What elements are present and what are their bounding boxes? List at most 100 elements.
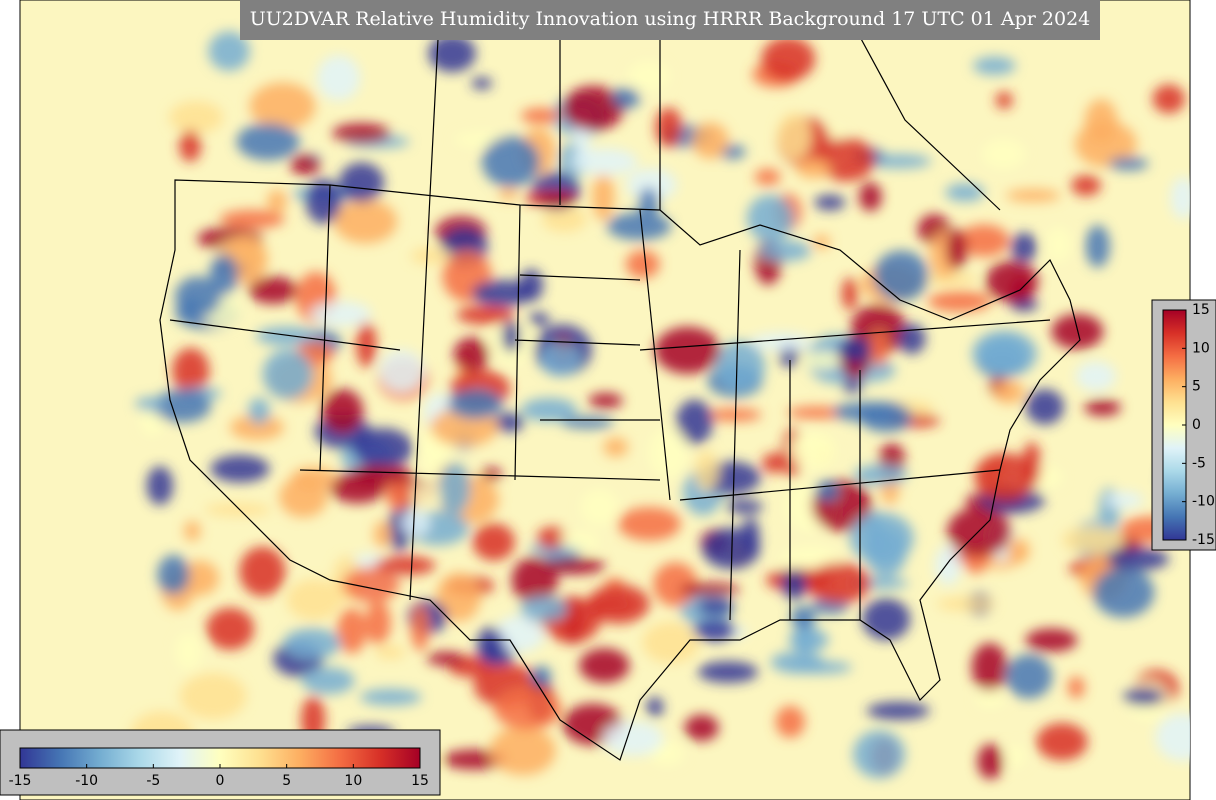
field-blob: [684, 714, 719, 741]
field-blob: [410, 604, 430, 652]
field-blob: [521, 397, 578, 422]
field-blob: [561, 416, 614, 429]
field-blob: [971, 643, 1008, 692]
field-blob: [920, 272, 978, 286]
tick-label: -15: [9, 773, 32, 789]
field-blob: [588, 393, 623, 409]
field-blob: [1084, 399, 1122, 416]
field-blob: [1022, 441, 1041, 487]
field-blob: [179, 673, 247, 720]
field-blob: [1084, 99, 1118, 144]
field-blob: [790, 605, 816, 629]
field-blob: [169, 101, 224, 134]
field-blob: [236, 123, 300, 161]
title: UU2DVAR Relative Humidity Innovation usi…: [250, 8, 1091, 30]
field-blob: [541, 205, 587, 233]
tick-label: -10: [1192, 494, 1215, 510]
field-blob: [750, 333, 813, 351]
field-blob: [333, 199, 398, 244]
field-blob: [1006, 189, 1061, 202]
field-blob: [365, 600, 391, 645]
field-blob: [1075, 361, 1116, 392]
field-blob: [936, 596, 996, 611]
tick-label: 5: [282, 773, 291, 789]
field-blob: [1170, 176, 1190, 220]
field-blob: [934, 545, 961, 586]
field-blob: [219, 209, 285, 229]
field-blob: [338, 162, 385, 203]
field-blob: [359, 688, 422, 706]
field-blob: [977, 743, 1004, 780]
field-blob: [536, 526, 567, 550]
field-blob: [316, 55, 361, 101]
tick-label: 10: [1192, 340, 1210, 356]
field-blob: [873, 250, 929, 301]
field-blob: [1108, 156, 1149, 171]
field-blob: [648, 427, 689, 479]
field-blob: [655, 107, 683, 148]
field-blob: [453, 337, 490, 372]
field-blob: [210, 455, 270, 483]
field-blob: [697, 661, 759, 683]
tick-label: 15: [411, 773, 429, 789]
field-blob: [255, 326, 319, 346]
field-blob: [586, 584, 650, 624]
field-blob: [248, 397, 270, 425]
field-blob: [626, 168, 677, 202]
field-blob: [374, 555, 436, 576]
field-blob: [1106, 547, 1170, 571]
field-blob: [580, 488, 619, 526]
field-blob: [336, 607, 367, 654]
field-blob: [789, 431, 836, 471]
field-blob: [208, 31, 250, 71]
field-blob: [520, 596, 568, 623]
field-blob: [204, 503, 272, 517]
field-blob: [642, 621, 700, 664]
field-blob: [814, 194, 846, 211]
field-blob: [571, 148, 638, 176]
field-blob: [286, 579, 342, 621]
field-blob: [801, 351, 844, 369]
field-blob: [806, 562, 871, 604]
field-blob: [981, 138, 1026, 170]
field-blob: [1045, 227, 1072, 263]
field-blob: [410, 484, 442, 506]
field-blob: [528, 312, 550, 326]
tick-label: 0: [216, 773, 225, 789]
field-blob: [301, 667, 355, 695]
state-lines: [169, 184, 1051, 621]
field-blob: [481, 136, 540, 188]
field-blob: [862, 598, 911, 641]
field-blob: [627, 60, 670, 92]
field-blob: [602, 721, 664, 757]
field-blob: [146, 466, 174, 506]
field-blob: [1105, 491, 1144, 509]
field-blob: [706, 408, 762, 422]
tick-label: -5: [146, 773, 160, 789]
field-blob: [579, 648, 630, 683]
field-blob: [305, 178, 342, 225]
field-blob: [249, 82, 316, 130]
field-blob: [617, 507, 681, 541]
field-blob: [776, 112, 812, 161]
field-blob: [562, 85, 624, 131]
field-blob: [400, 510, 431, 537]
field-blob: [410, 247, 453, 265]
field-blob: [775, 705, 805, 738]
tick-label: -5: [1192, 455, 1206, 471]
field-blob: [761, 36, 816, 81]
field-blob: [995, 91, 1013, 109]
field-blob: [694, 450, 719, 492]
field-blob: [795, 158, 832, 179]
field-blob: [1071, 175, 1101, 196]
tick-label: -10: [75, 773, 98, 789]
field-blob: [606, 212, 672, 241]
field-blob: [428, 34, 476, 73]
field-blob: [521, 107, 561, 124]
field-blob: [758, 240, 812, 262]
field-blob: [174, 276, 221, 318]
field-blob: [842, 378, 864, 393]
field-blob: [945, 228, 968, 270]
field-blob: [746, 194, 794, 243]
